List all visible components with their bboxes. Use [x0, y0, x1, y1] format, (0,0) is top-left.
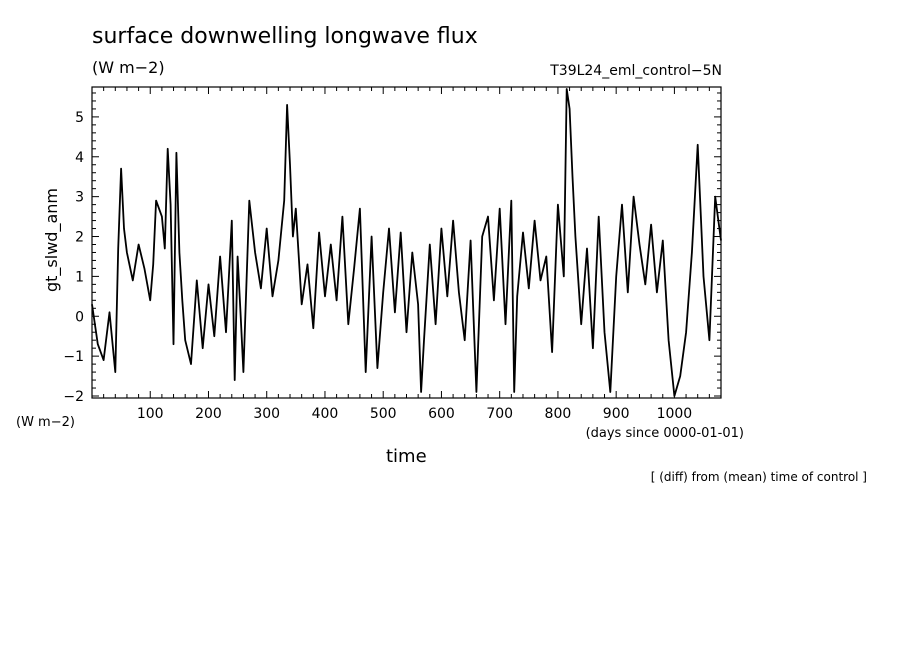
- x-tick-label: 1000: [657, 406, 693, 422]
- units-top-label: (W m−2): [92, 58, 165, 77]
- x-tick-label: 400: [312, 406, 339, 422]
- run-name-label: T39L24_eml_control−5N: [550, 63, 722, 79]
- y-tick-label: −2: [63, 389, 84, 405]
- y-tick-label: 0: [75, 309, 84, 325]
- plot-frame: [91, 86, 722, 399]
- chart-title: surface downwelling longwave flux: [92, 24, 478, 49]
- x-axis-label: time: [386, 446, 427, 467]
- x-tick-label: 200: [195, 406, 222, 422]
- x-tick-label: 300: [253, 406, 280, 422]
- x-axis-unit-label: (days since 0000-01-01): [585, 426, 744, 441]
- x-tick-label: 600: [428, 406, 455, 422]
- series-line: [91, 88, 722, 397]
- x-tick-label: 100: [137, 406, 164, 422]
- x-tick-label: 500: [370, 406, 397, 422]
- axis-ticks: [92, 87, 721, 398]
- tick-labels: 100 200 300 400 500 600 700 800 900 1000 −2 −1 0 1 2 3 4…: [63, 110, 692, 422]
- x-tick-label: 900: [603, 406, 630, 422]
- y-tick-label: −1: [63, 349, 84, 365]
- x-tick-label: 700: [486, 406, 513, 422]
- y-tick-label: 4: [75, 150, 84, 166]
- y-tick-label: 5: [75, 110, 84, 126]
- y-tick-label: 1: [75, 269, 84, 285]
- x-tick-label: 800: [545, 406, 572, 422]
- y-tick-label: 3: [75, 190, 84, 206]
- footnote: [ (diff) from (mean) time of control ]: [650, 470, 867, 484]
- y-tick-label: 2: [75, 230, 84, 246]
- units-left-label: (W m−2): [16, 415, 75, 430]
